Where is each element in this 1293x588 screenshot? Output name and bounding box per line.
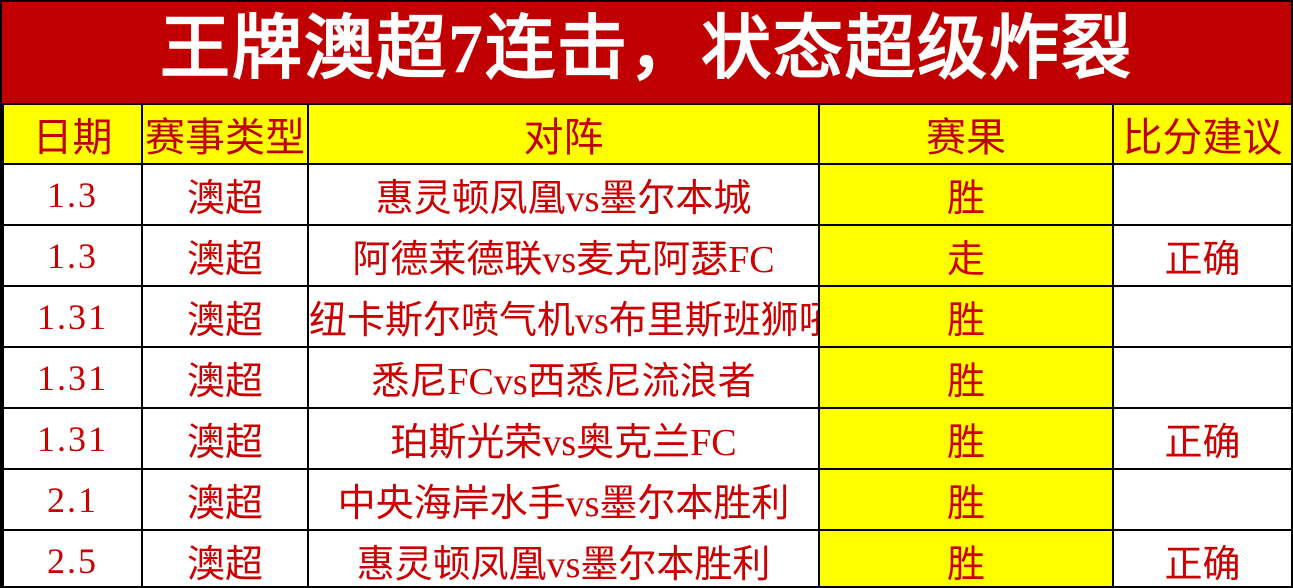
cell-date: 1.31 — [2, 346, 143, 409]
table-row: 2.5 澳超 惠灵顿凤凰vs墨尔本胜利胜正确 — [2, 529, 1291, 586]
cell-result: 胜 — [818, 163, 1114, 226]
table-row: 1.3 澳超 惠灵顿凤凰vs墨尔本城胜 — [2, 163, 1291, 226]
cell-type: 澳超 — [141, 468, 309, 531]
column-header-result: 赛果 — [818, 103, 1114, 165]
cell-suggestion — [1112, 468, 1291, 531]
cell-suggestion: 正确 — [1112, 529, 1291, 586]
cell-result: 走 — [818, 224, 1114, 287]
cell-suggestion: 正确 — [1112, 224, 1291, 287]
cell-date: 1.31 — [2, 407, 143, 470]
cell-date: 2.1 — [2, 468, 143, 531]
cell-date: 1.31 — [2, 285, 143, 348]
cell-type: 澳超 — [141, 285, 309, 348]
table-row: 1.3 澳超 阿德莱德联vs麦克阿瑟FC 走正确 — [2, 224, 1291, 287]
cell-type: 澳超 — [141, 407, 309, 470]
cell-suggestion — [1112, 346, 1291, 409]
cell-result: 胜 — [818, 468, 1114, 531]
table-row: 1.31 澳超 珀斯光荣vs奥克兰FC 胜正确 — [2, 407, 1291, 470]
column-header-date: 日期 — [2, 103, 143, 165]
cell-match: 阿德莱德联vs麦克阿瑟FC — [307, 224, 820, 287]
match-results-table: 日期 赛事类型 对阵 赛果 比分建议 1.3 澳超 惠灵顿凤凰vs墨尔本城胜 1.3 澳超 阿德莱… — [2, 103, 1291, 586]
cell-match: 悉尼FCvs西悉尼流浪者 — [307, 346, 820, 409]
cell-result: 胜 — [818, 407, 1114, 470]
table-row: 1.31 澳超 悉尼FCvs西悉尼流浪者胜 — [2, 346, 1291, 409]
cell-match: 纽卡斯尔喷气机vs布里斯班狮吼 — [307, 285, 820, 348]
cell-match: 惠灵顿凤凰vs墨尔本城 — [307, 163, 820, 226]
table-row: 1.31 澳超 纽卡斯尔喷气机vs布里斯班狮吼胜 — [2, 285, 1291, 348]
page-title: 王牌澳超7连击，状态超级炸裂 — [160, 10, 1133, 88]
column-header-match: 对阵 — [307, 103, 820, 165]
cell-result: 胜 — [818, 285, 1114, 348]
cell-match: 惠灵顿凤凰vs墨尔本胜利 — [307, 529, 820, 586]
cell-suggestion — [1112, 163, 1291, 226]
column-header-suggestion: 比分建议 — [1112, 103, 1291, 165]
cell-suggestion: 正确 — [1112, 407, 1291, 470]
table-row: 2.1 澳超 中央海岸水手vs墨尔本胜利胜 — [2, 468, 1291, 531]
cell-result: 胜 — [818, 346, 1114, 409]
cell-type: 澳超 — [141, 529, 309, 586]
cell-type: 澳超 — [141, 224, 309, 287]
cell-result: 胜 — [818, 529, 1114, 586]
title-banner: 王牌澳超7连击，状态超级炸裂 — [2, 2, 1291, 103]
cell-date: 1.3 — [2, 163, 143, 226]
cell-date: 2.5 — [2, 529, 143, 586]
column-header-type: 赛事类型 — [141, 103, 309, 165]
cell-match: 珀斯光荣vs奥克兰FC — [307, 407, 820, 470]
table-header-row: 日期 赛事类型 对阵 赛果 比分建议 — [2, 103, 1291, 165]
cell-match: 中央海岸水手vs墨尔本胜利 — [307, 468, 820, 531]
cell-type: 澳超 — [141, 346, 309, 409]
cell-type: 澳超 — [141, 163, 309, 226]
cell-suggestion — [1112, 285, 1291, 348]
cell-date: 1.3 — [2, 224, 143, 287]
